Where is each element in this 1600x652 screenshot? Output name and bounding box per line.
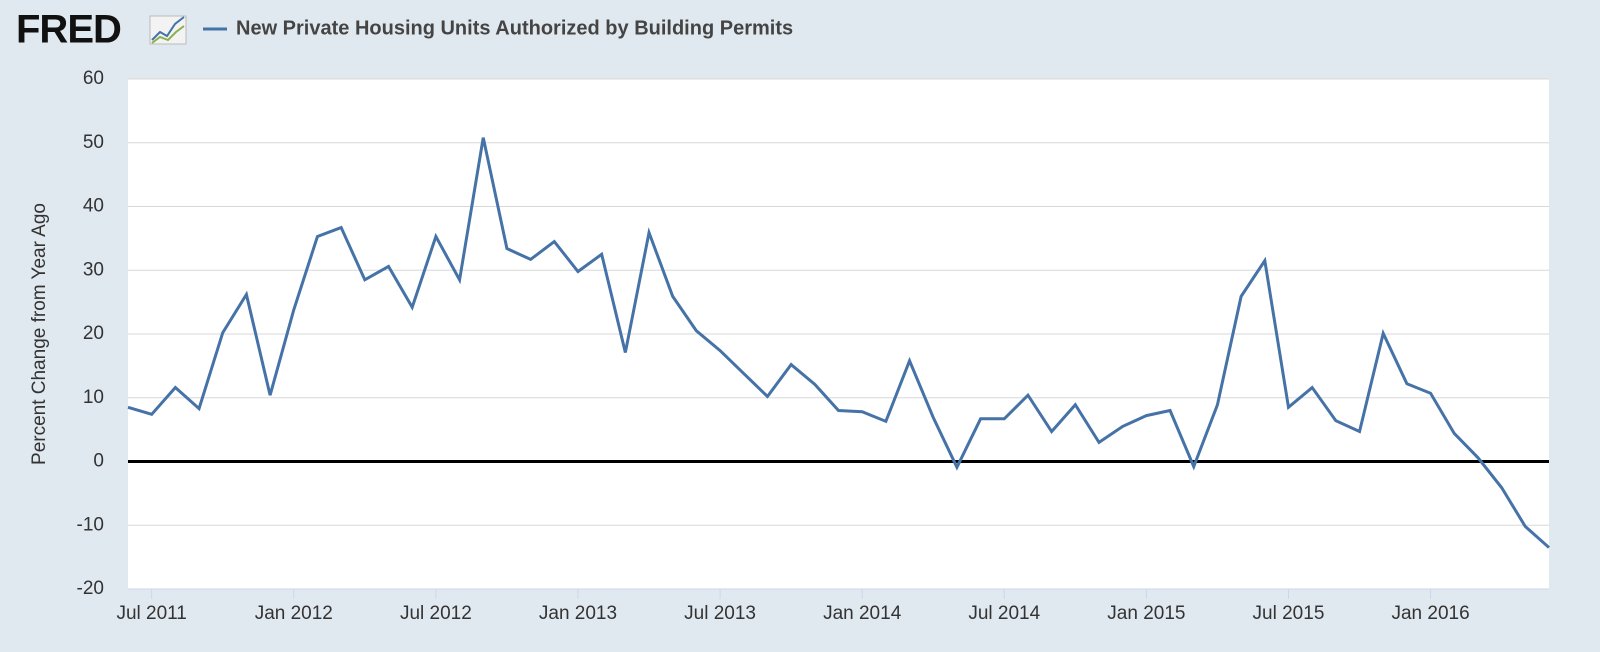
y-tick-label: -10 xyxy=(77,514,104,535)
data-line xyxy=(127,137,1550,549)
x-tick-label: Jan 2014 xyxy=(823,603,902,624)
y-tick-label: 40 xyxy=(83,196,104,217)
y-tick-label: 0 xyxy=(93,451,104,472)
logo-icon xyxy=(149,15,187,45)
x-tick-label: Jul 2014 xyxy=(968,603,1040,624)
x-tick-label: Jul 2012 xyxy=(400,603,472,624)
y-tick-label: 50 xyxy=(83,132,104,153)
x-tick-label: Jul 2015 xyxy=(1253,603,1325,624)
y-tick-label: 20 xyxy=(83,323,104,344)
y-axis-label: Percent Change from Year Ago xyxy=(29,203,50,465)
x-tick-label: Jul 2011 xyxy=(116,603,186,624)
y-tick-label: 30 xyxy=(83,259,104,280)
x-tick-label: Jan 2016 xyxy=(1391,603,1469,624)
legend-label: New Private Housing Units Authorized by … xyxy=(236,17,793,39)
x-tick-label: Jan 2013 xyxy=(539,603,617,624)
x-tick-label: Jan 2015 xyxy=(1107,603,1185,624)
x-tick-label: Jan 2012 xyxy=(255,603,333,624)
y-tick-label: -20 xyxy=(77,578,104,599)
y-tick-label: 60 xyxy=(83,68,104,89)
y-tick-label: 10 xyxy=(83,387,104,408)
brand-logo: FRED xyxy=(16,8,121,52)
x-tick-label: Jul 2013 xyxy=(684,603,756,624)
